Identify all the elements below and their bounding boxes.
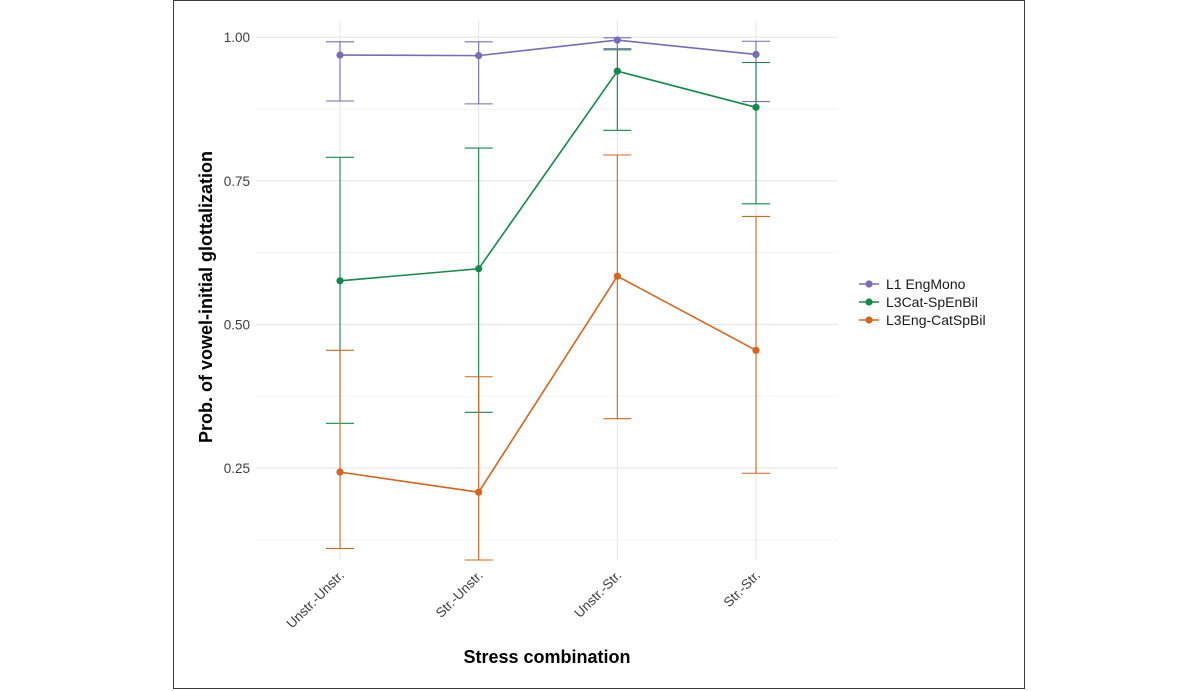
data-point [475, 265, 483, 273]
error-bar [742, 61, 770, 205]
legend-label: L3Eng-CatSpBil [886, 312, 986, 328]
x-tick-label: Str.-Unstr. [433, 568, 486, 621]
legend-item: L3Eng-CatSpBil [859, 312, 986, 328]
legend-key-point [865, 316, 873, 324]
data-point [613, 272, 621, 280]
y-tick-label: 0.75 [224, 174, 250, 189]
legend-item: L3Cat-SpEnBil [859, 294, 978, 310]
error-bar [326, 349, 354, 550]
x-tick-label: Unstr.-Str. [571, 568, 624, 621]
data-point [336, 51, 344, 59]
y-tick-label: 1.00 [224, 30, 250, 45]
error-bar [742, 215, 770, 474]
y-axis-ticks: 0.25 0.50 0.75 1.00 [224, 30, 250, 476]
series-line [339, 275, 757, 494]
x-axis-title: Stress combination [463, 647, 630, 667]
error-bar [603, 154, 632, 420]
legend-key-point [865, 298, 873, 306]
data-point [336, 468, 344, 476]
y-tick-label: 0.50 [224, 317, 250, 332]
data-point [475, 488, 483, 496]
error-bar [464, 147, 493, 413]
legend: L1 EngMono L3Cat-SpEnBil L3Eng-CatSpBil [859, 276, 986, 328]
series [326, 49, 770, 424]
legend-key-point [865, 280, 873, 288]
x-tick-label: Unstr.-Unstr. [283, 568, 347, 632]
error-bar [464, 41, 493, 105]
error-bar [464, 376, 493, 561]
data-point [475, 52, 483, 60]
y-tick-label: 0.25 [224, 461, 250, 476]
series-group [326, 36, 770, 561]
series [326, 154, 770, 561]
series-line [339, 39, 757, 57]
data-point [613, 36, 621, 44]
data-point [752, 50, 760, 59]
data-point [752, 346, 760, 354]
legend-label: L3Cat-SpEnBil [886, 294, 978, 310]
x-axis-ticks: Unstr.-Unstr. Str.-Unstr. Unstr.-Str. Str.-… [283, 568, 763, 632]
y-axis-title: Prob. of vowel-initial glottalization [196, 151, 216, 443]
data-point [613, 67, 621, 75]
x-tick-label: Str.-Str. [721, 568, 763, 610]
series-line [339, 70, 757, 282]
data-point [752, 103, 760, 111]
error-bar [326, 41, 354, 102]
chart-frame [173, 0, 1025, 689]
legend-item: L1 EngMono [859, 276, 966, 292]
legend-label: L1 EngMono [886, 276, 966, 292]
data-point [336, 277, 344, 285]
error-bar [603, 49, 632, 131]
